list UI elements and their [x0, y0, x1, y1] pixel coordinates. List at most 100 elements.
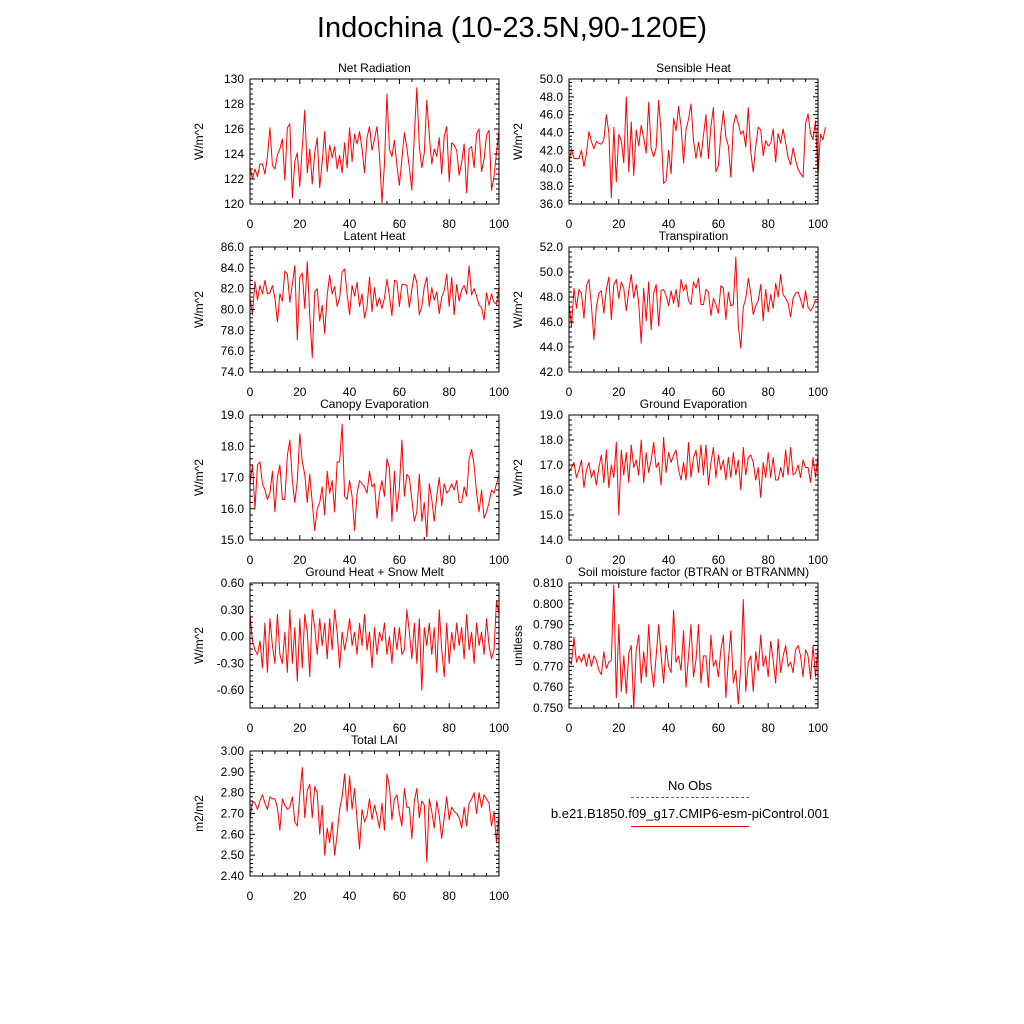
y-tick-label: -0.30 — [217, 656, 245, 670]
panel-title-net-radiation: Net Radiation — [338, 61, 411, 75]
x-tick-label: 60 — [393, 721, 407, 735]
y-tick-label: 16.0 — [221, 502, 245, 516]
y-tick-label: 2.70 — [221, 807, 245, 821]
x-tick-label: 0 — [247, 217, 254, 231]
series-line-canopy-evaporation — [249, 423, 500, 538]
y-axis-label-total-lai: m2/m2 — [192, 795, 206, 832]
y-tick-label: 52.0 — [540, 240, 564, 254]
y-tick-label: 44.0 — [540, 126, 564, 140]
x-tick-label: 80 — [762, 385, 776, 399]
y-tick-label: 48.0 — [540, 90, 564, 104]
legend: No Obs b.e21.B1850.f09_g17.CMIP6-esm-piC… — [520, 778, 860, 827]
plot-frame-canopy-evaporation — [249, 414, 500, 541]
x-tick-label: 100 — [808, 385, 828, 399]
y-axis-label-ground-heat-snow-melt: W/m^2 — [192, 627, 206, 664]
x-tick-label: 0 — [566, 721, 573, 735]
x-tick-label: 60 — [712, 721, 726, 735]
plot-frame-latent-heat — [249, 246, 500, 373]
panel-title-soil-moisture-factor-btran-or-btranmn: Soil moisture factor (BTRAN or BTRANMN) — [578, 565, 809, 579]
y-tick-label: 18.0 — [221, 439, 245, 453]
y-tick-label: 42.0 — [540, 143, 564, 157]
y-axis-label-latent-heat: W/m^2 — [192, 291, 206, 328]
y-tick-label: 38.0 — [540, 179, 564, 193]
y-tick-label: 19.0 — [540, 408, 564, 422]
y-tick-label: 2.50 — [221, 848, 245, 862]
x-tick-label: 20 — [612, 385, 626, 399]
y-tick-label: 80.0 — [221, 303, 245, 317]
series-line-latent-heat — [249, 261, 500, 358]
y-axis-label-transpiration: W/m^2 — [511, 291, 525, 328]
x-tick-label: 0 — [566, 217, 573, 231]
y-axis-label-soil-moisture-factor-btran-or-btranmn: unitless — [511, 625, 525, 666]
plot-frame-soil-moisture-factor-btran-or-btranmn — [568, 582, 819, 709]
x-tick-label: 60 — [393, 385, 407, 399]
y-axis-label-sensible-heat: W/m^2 — [511, 123, 525, 160]
x-tick-label: 40 — [343, 889, 357, 903]
plot-frame-transpiration — [568, 246, 819, 373]
y-tick-label: 15.0 — [540, 508, 564, 522]
y-tick-label: 0.750 — [533, 701, 563, 715]
y-tick-label: 15.0 — [221, 533, 245, 547]
x-tick-label: 40 — [343, 721, 357, 735]
x-tick-label: 80 — [443, 217, 457, 231]
x-tick-label: 40 — [662, 217, 676, 231]
y-tick-label: 0.30 — [221, 603, 245, 617]
panel-title-sensible-heat: Sensible Heat — [656, 61, 731, 75]
x-tick-label: 100 — [489, 385, 509, 399]
panel-title-ground-heat-snow-melt: Ground Heat + Snow Melt — [305, 565, 444, 579]
y-tick-label: 42.0 — [540, 365, 564, 379]
x-tick-label: 100 — [489, 889, 509, 903]
y-tick-label: -0.60 — [217, 683, 245, 697]
x-tick-label: 0 — [247, 385, 254, 399]
x-tick-label: 80 — [762, 553, 776, 567]
x-tick-label: 20 — [612, 217, 626, 231]
y-tick-label: 86.0 — [221, 240, 245, 254]
y-tick-label: 122 — [224, 172, 244, 186]
panel-canopy-evaporation: 0 20 40 60 80 100 15.0 16.0 17.0 18.0 19.0 Canopy E… — [192, 397, 509, 567]
x-tick-label: 100 — [808, 553, 828, 567]
panel-ground-heat-snow-melt: 0 20 40 60 80 100 -0.60 -0.30 0.00 0.30 0.60 Ground… — [192, 565, 509, 735]
x-tick-label: 40 — [343, 553, 357, 567]
y-tick-label: 0.00 — [221, 630, 245, 644]
y-tick-label: 19.0 — [221, 408, 245, 422]
x-tick-label: 40 — [662, 721, 676, 735]
panel-ground-evaporation: 0 20 40 60 80 100 14.0 15.0 16.0 17.0 18.0 19.0 Grou… — [511, 397, 828, 567]
panel-latent-heat: 0 20 40 60 80 100 74.0 76.0 78.0 80.0 82.0 84.0 86.0… — [192, 229, 509, 399]
y-tick-label: 3.00 — [221, 744, 245, 758]
x-tick-label: 60 — [712, 553, 726, 567]
y-tick-label: 48.0 — [540, 290, 564, 304]
x-tick-label: 40 — [343, 385, 357, 399]
y-tick-label: 126 — [224, 122, 244, 136]
y-tick-label: 78.0 — [221, 323, 245, 337]
panel-title-latent-heat: Latent Heat — [343, 229, 406, 243]
y-tick-label: 82.0 — [221, 282, 245, 296]
x-tick-label: 60 — [393, 553, 407, 567]
x-tick-label: 80 — [443, 385, 457, 399]
y-tick-label: 44.0 — [540, 340, 564, 354]
y-tick-label: 2.40 — [221, 869, 245, 883]
y-tick-label: 120 — [224, 197, 244, 211]
x-tick-label: 60 — [712, 217, 726, 231]
x-tick-label: 40 — [662, 385, 676, 399]
y-tick-label: 2.60 — [221, 827, 245, 841]
panel-title-total-lai: Total LAI — [351, 733, 398, 747]
plot-frame-net-radiation — [249, 78, 500, 205]
panel-sensible-heat: 0 20 40 60 80 100 36.0 38.0 40.0 42.0 44.0 46.0 48.0… — [511, 61, 828, 231]
x-tick-label: 20 — [293, 721, 307, 735]
legend-case-line — [631, 826, 749, 827]
y-tick-label: 46.0 — [540, 108, 564, 122]
y-tick-label: 46.0 — [540, 315, 564, 329]
x-tick-label: 80 — [443, 553, 457, 567]
y-tick-label: 0.780 — [533, 639, 563, 653]
x-tick-label: 100 — [489, 553, 509, 567]
x-tick-label: 20 — [293, 889, 307, 903]
x-tick-label: 0 — [566, 385, 573, 399]
x-tick-label: 100 — [808, 721, 828, 735]
y-tick-label: 50.0 — [540, 265, 564, 279]
x-tick-label: 100 — [808, 217, 828, 231]
y-tick-label: 0.770 — [533, 659, 563, 673]
series-line-soil-moisture-factor-btran-or-btranmn — [568, 584, 819, 709]
panel-title-transpiration: Transpiration — [659, 229, 729, 243]
y-axis-label-ground-evaporation: W/m^2 — [511, 459, 525, 496]
y-tick-label: 0.790 — [533, 618, 563, 632]
